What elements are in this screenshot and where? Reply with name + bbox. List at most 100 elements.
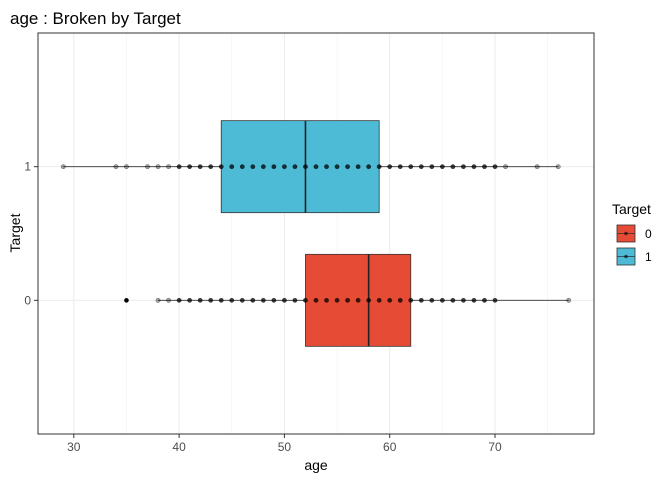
- point-0: [250, 297, 256, 303]
- point-1: [376, 164, 382, 170]
- legend-title: Target: [612, 201, 651, 217]
- point-0: [187, 297, 193, 303]
- point-1: [450, 164, 456, 170]
- point-1: [250, 164, 256, 170]
- point-1: [124, 164, 129, 170]
- legend-label-0: 0: [645, 227, 652, 241]
- point-1: [303, 164, 308, 170]
- point-0: [303, 297, 308, 303]
- box-1: [220, 120, 380, 214]
- point-0: [292, 297, 298, 303]
- point-1: [492, 164, 498, 170]
- point-1: [429, 164, 435, 170]
- point-0: [324, 297, 329, 303]
- point-0: [408, 297, 414, 303]
- point-1: [387, 164, 393, 170]
- point-1: [218, 164, 224, 170]
- point-0: [492, 297, 498, 303]
- point-1: [239, 164, 245, 170]
- point-1: [145, 164, 150, 170]
- point-0: [218, 297, 224, 303]
- point-1: [534, 164, 540, 170]
- point-0: [460, 297, 466, 303]
- point-0: [366, 297, 372, 303]
- legend-key-point: [624, 254, 628, 259]
- point-1: [355, 164, 361, 170]
- point-0: [166, 297, 172, 303]
- point-0: [197, 297, 203, 303]
- point-0: [334, 297, 340, 303]
- point-0: [387, 297, 393, 303]
- point-1: [439, 164, 445, 170]
- panel-background: [38, 33, 594, 434]
- x-axis-title: age: [304, 457, 328, 473]
- point-1: [313, 164, 319, 170]
- point-0: [229, 297, 235, 303]
- point-1: [113, 164, 119, 170]
- x-tick-label: 40: [172, 440, 186, 454]
- chart-title: age : Broken by Target: [10, 9, 181, 28]
- point-0: [208, 297, 214, 303]
- point-1: [60, 164, 66, 170]
- point-0: [450, 297, 456, 303]
- point-1: [471, 164, 477, 170]
- point-1: [187, 164, 193, 170]
- point-1: [334, 164, 340, 170]
- point-1: [503, 164, 508, 170]
- point-1: [292, 164, 298, 170]
- point-1: [281, 164, 287, 170]
- y-tick-label: 0: [24, 293, 31, 307]
- point-1: [555, 164, 561, 170]
- y-axis: 01: [24, 160, 38, 307]
- outlier-0: [124, 298, 129, 303]
- point-0: [439, 297, 445, 303]
- x-tick-label: 30: [67, 440, 81, 454]
- point-0: [482, 297, 487, 303]
- point-1: [166, 164, 172, 170]
- point-0: [376, 297, 382, 303]
- point-1: [366, 164, 372, 170]
- legend: Target 0 1: [612, 201, 652, 266]
- point-1: [324, 164, 329, 170]
- point-0: [271, 297, 277, 303]
- x-tick-label: 70: [488, 440, 502, 454]
- point-1: [345, 164, 351, 170]
- point-1: [418, 164, 424, 170]
- point-0: [418, 297, 424, 303]
- point-0: [566, 297, 572, 303]
- y-tick-label: 1: [24, 160, 31, 174]
- legend-item-1: 1: [616, 247, 652, 266]
- point-1: [271, 164, 277, 170]
- point-1: [155, 164, 161, 170]
- data-points: [60, 164, 572, 303]
- plot-panel: [37, 32, 595, 435]
- point-0: [239, 297, 245, 303]
- point-1: [229, 164, 235, 170]
- x-tick-label: 50: [278, 440, 292, 454]
- legend-item-0: 0: [616, 224, 652, 243]
- point-0: [355, 297, 361, 303]
- point-0: [260, 297, 266, 303]
- x-tick-label: 60: [383, 440, 397, 454]
- point-1: [197, 164, 203, 170]
- panel-border: [37, 32, 595, 435]
- point-1: [408, 164, 414, 170]
- point-0: [155, 297, 161, 303]
- y-axis-title: Target: [7, 213, 23, 252]
- x-axis: 30 40 50 60 70: [67, 434, 502, 454]
- point-1: [208, 164, 214, 170]
- point-0: [313, 297, 319, 303]
- legend-key-point: [624, 231, 628, 236]
- point-0: [281, 297, 287, 303]
- point-0: [429, 297, 435, 303]
- legend-label-1: 1: [645, 250, 652, 264]
- point-1: [176, 164, 182, 170]
- point-0: [471, 297, 477, 303]
- point-1: [460, 164, 466, 170]
- point-0: [345, 297, 351, 303]
- point-0: [176, 297, 182, 303]
- point-0: [397, 297, 403, 303]
- point-1: [260, 164, 266, 170]
- point-1: [482, 164, 487, 170]
